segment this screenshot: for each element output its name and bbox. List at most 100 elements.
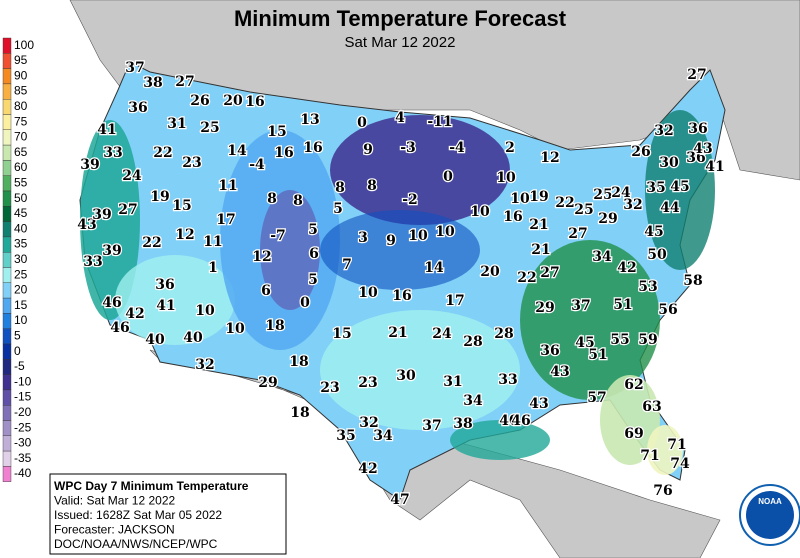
legend-swatch (2, 405, 12, 421)
legend-swatch (2, 68, 12, 85)
temperature: 32 (654, 123, 673, 139)
temperature: 22 (153, 145, 172, 161)
temperature: 19 (529, 189, 548, 205)
temperature: 8 (267, 191, 277, 207)
legend-label: 80 (14, 99, 28, 113)
temperature: 10 (358, 285, 378, 301)
temperature: 23 (320, 380, 339, 396)
legend-label: 50 (14, 191, 28, 205)
temperature: 33 (103, 145, 122, 161)
temperature: 42 (617, 260, 636, 276)
legend-label: 85 (14, 84, 28, 98)
legend-label: -35 (14, 451, 32, 465)
temperature: 43 (529, 396, 548, 412)
temp-shade (647, 425, 683, 475)
temp-shade (330, 115, 510, 225)
temperature: 29 (598, 211, 617, 227)
temperature: 7 (342, 257, 352, 273)
legend-label: 25 (14, 267, 28, 281)
temperature: 17 (445, 293, 464, 309)
temperature: 63 (642, 399, 661, 415)
temperature: 3 (358, 230, 368, 246)
temp-shade (320, 310, 520, 430)
temperature: 12 (175, 227, 194, 243)
temperature: 36 (686, 150, 705, 166)
legend-swatch (2, 83, 12, 100)
legend-label: 35 (14, 237, 28, 251)
temperature: 44 (660, 200, 680, 216)
legend-label: -20 (14, 405, 32, 419)
temperature: 32 (195, 357, 214, 373)
temperature: 16 (303, 140, 322, 156)
temperature: 11 (203, 234, 222, 250)
temperature: 12 (252, 249, 271, 265)
legend-swatch (2, 190, 12, 207)
temperature: 76 (653, 483, 672, 499)
temperature: -11 (427, 114, 452, 130)
temperature: 57 (587, 390, 606, 406)
temperature: 22 (517, 270, 536, 286)
legend: 1009590858075706560555045403530252015105… (2, 37, 34, 482)
temperature: 15 (172, 198, 191, 214)
temperature: 24 (432, 326, 452, 342)
temperature: 18 (290, 405, 309, 421)
temperature: 27 (540, 265, 559, 281)
temperature: 50 (647, 247, 667, 263)
temperature: 71 (640, 448, 659, 464)
temperature: 30 (396, 368, 416, 384)
legend-label: -25 (14, 420, 32, 434)
temperature: 16 (392, 288, 411, 304)
legend-label: 45 (14, 206, 28, 220)
temperature: 15 (332, 326, 351, 342)
legend-swatch (2, 129, 12, 146)
temperature: 18 (265, 318, 284, 334)
legend-swatch (2, 282, 12, 299)
info-line: Forecaster: JACKSON (54, 523, 175, 537)
legend-swatch (2, 236, 12, 253)
temperature: 0 (300, 295, 310, 311)
temperature: 10 (470, 204, 490, 220)
temperature: 34 (463, 393, 483, 409)
legend-label: 55 (14, 176, 28, 190)
info-line: Issued: 1628Z Sat Mar 05 2022 (54, 508, 222, 522)
temperature: 51 (613, 297, 632, 313)
temperature: 38 (453, 416, 472, 432)
temp-shade (450, 420, 550, 460)
temperature: 12 (540, 150, 559, 166)
temperature: 20 (223, 93, 243, 109)
temperature: 35 (646, 180, 665, 196)
temperature: 6 (261, 283, 271, 299)
temperature: 16 (245, 94, 264, 110)
legend-swatch (2, 435, 12, 452)
temperature: 27 (687, 67, 706, 83)
temperature: 5 (333, 201, 343, 217)
temperature: 74 (670, 456, 690, 472)
temperature: 25 (593, 187, 612, 203)
temp-shade (320, 210, 480, 290)
info-line: DOC/NOAA/NWS/NCEP/WPC (54, 537, 218, 551)
temperature: 10 (225, 321, 245, 337)
temperature: 26 (631, 144, 650, 160)
temperature: 9 (386, 233, 396, 249)
info-line: WPC Day 7 Minimum Temperature (54, 479, 249, 493)
legend-label: -5 (14, 359, 25, 373)
temperature: 31 (443, 374, 462, 390)
temperature: 32 (623, 197, 642, 213)
legend-swatch (2, 466, 12, 482)
legend-swatch (2, 450, 12, 467)
temperature: 39 (92, 207, 111, 223)
temperature: 14 (227, 143, 247, 159)
temperature: 23 (358, 375, 377, 391)
temperature: 36 (128, 100, 147, 116)
temperature: 5 (308, 272, 318, 288)
temperature: 22 (555, 195, 574, 211)
legend-swatch (2, 175, 12, 192)
legend-swatch (2, 37, 12, 54)
legend-swatch (2, 359, 12, 375)
temp-shade (80, 120, 140, 320)
subtitle: Sat Mar 12 2022 (345, 34, 456, 51)
legend-label: 65 (14, 145, 28, 159)
